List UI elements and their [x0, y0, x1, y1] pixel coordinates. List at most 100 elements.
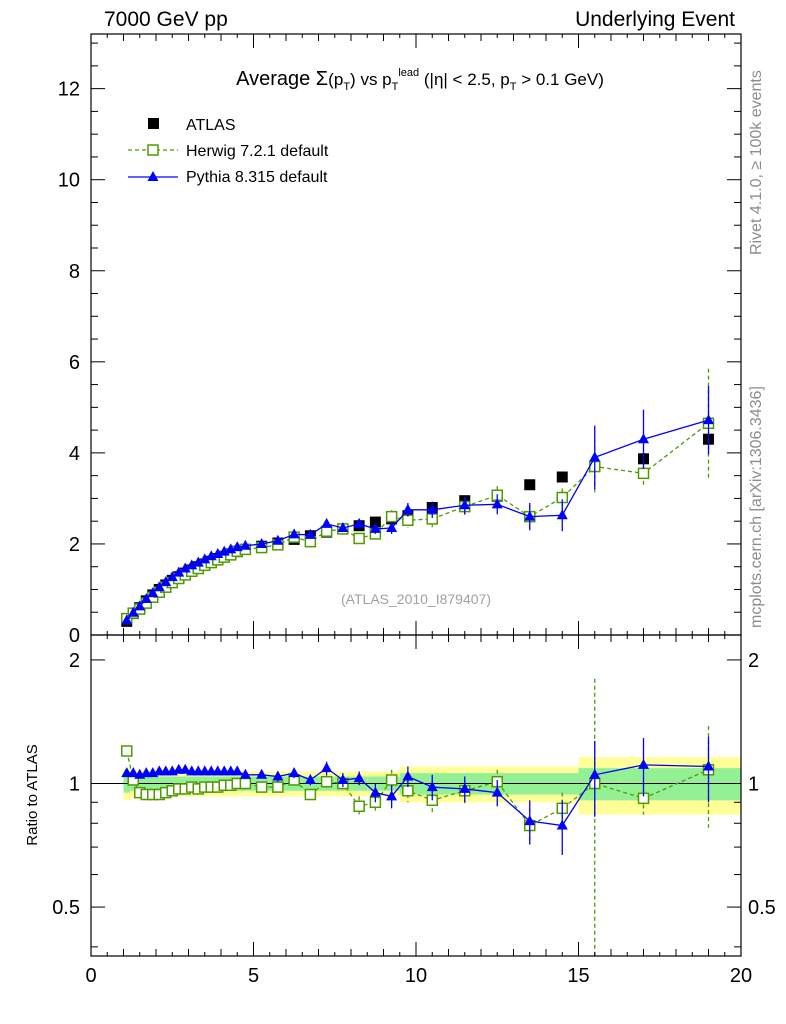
header-right: Underlying Event	[575, 8, 735, 31]
ratio-point-pythia	[426, 781, 438, 792]
main-point-herwig	[637, 467, 650, 480]
ratio-point-pythia	[524, 815, 536, 826]
main-point-pythia	[524, 510, 536, 521]
y-tick-label-main: 10	[58, 170, 80, 192]
ratio-point-pythia	[556, 819, 568, 830]
main-point-pythia	[121, 614, 133, 625]
ratio-point-pythia	[337, 773, 349, 784]
y-tick-label-main: 6	[69, 352, 80, 374]
ratio-point-pythia	[321, 762, 333, 773]
ratio-point-herwig	[239, 777, 252, 790]
main-point-pythia	[166, 571, 178, 582]
y-tick-label-ratio: 2	[69, 650, 80, 672]
ratio-point-pythia	[127, 767, 139, 778]
main-point-pythia	[491, 498, 503, 509]
plot-title: Average Σ(pT) vs pTlead (|η| < 2.5, pT >…	[236, 67, 604, 93]
legend: ATLAS Herwig 7.2.1 default Pythia 8.315 …	[128, 117, 329, 186]
main-point-pythia	[638, 433, 649, 444]
y-tick-label-ratio-right: 1	[748, 773, 759, 795]
header-left: 7000 GeV pp	[104, 8, 228, 31]
ratio-point-herwig	[304, 788, 317, 801]
main-point-pythia	[304, 528, 316, 539]
main-point-pythia	[703, 414, 714, 425]
main-point-pythia	[173, 566, 185, 577]
ratio-point-herwig	[353, 800, 365, 813]
main-point-pythia	[272, 534, 284, 545]
y-tick-label-ratio: 0.5	[52, 897, 80, 919]
ratio-point-pythia	[703, 760, 714, 771]
ratio-point-pythia	[459, 782, 471, 793]
main-point-pythia	[369, 522, 381, 533]
main-point-pythia	[192, 556, 204, 567]
main-point-pythia	[556, 509, 568, 520]
y-tick-label-ratio: 1	[69, 773, 80, 795]
ratio-point-herwig	[320, 775, 333, 788]
ratio-point-pythia	[402, 770, 414, 781]
x-tick-label: 20	[730, 965, 752, 987]
main-point-pythia	[199, 553, 211, 564]
main-point-pythia	[426, 503, 438, 514]
main-point-pythia	[153, 581, 165, 592]
y-tick-label-main: 0	[69, 625, 80, 647]
main-point-pythia	[231, 541, 243, 552]
main-point-pythia	[337, 522, 349, 533]
ratio-point-pythia	[589, 768, 601, 779]
ratio-point-herwig	[385, 774, 398, 786]
main-point-pythia	[386, 522, 398, 533]
main-panel	[121, 368, 715, 627]
y-tick-label-main: 12	[58, 79, 80, 101]
main-point-herwig	[385, 510, 398, 523]
ratio-point-herwig	[255, 781, 268, 793]
main-point-pythia	[589, 451, 601, 462]
main-point-pythia	[353, 517, 365, 528]
main-point-pythia	[321, 517, 333, 528]
analysis-label: (ATLAS_2010_I879407)	[341, 591, 491, 607]
ratio-point-pythia	[369, 786, 381, 797]
legend-label-pythia: Pythia 8.315 default	[186, 169, 328, 186]
ratio-point-pythia	[239, 768, 251, 779]
ratio-point-pythia	[256, 768, 268, 779]
y-tick-label-ratio-right: 0.5	[748, 897, 776, 919]
main-point-atlas	[524, 479, 536, 491]
main-point-atlas	[556, 471, 568, 483]
ratio-point-herwig	[121, 745, 133, 757]
x-tick-label: 0	[85, 965, 96, 987]
ratio-point-pythia	[288, 767, 300, 778]
y-tick-label-main: 8	[69, 261, 80, 283]
main-point-pythia	[127, 606, 139, 617]
ratio-point-pythia	[272, 770, 284, 781]
legend-label-atlas: ATLAS	[186, 117, 236, 134]
ratio-point-pythia	[231, 765, 243, 776]
ratio-point-pythia	[491, 786, 503, 797]
main-point-herwig	[402, 514, 414, 527]
ratio-point-pythia	[386, 790, 398, 801]
legend-marker-pythia	[147, 171, 159, 181]
ratio-point-herwig	[272, 781, 284, 793]
main-point-pythia	[402, 503, 414, 514]
main-point-pythia	[239, 539, 251, 550]
main-line-1	[126, 422, 709, 620]
x-tick-label: 10	[405, 965, 427, 987]
legend-marker-herwig	[147, 144, 159, 156]
y-tick-label-main: 4	[69, 443, 80, 465]
y-tick-label-ratio-right: 2	[748, 650, 759, 672]
main-point-pythia	[186, 559, 198, 570]
ratio-panel	[91, 678, 741, 956]
x-tick-label: 5	[248, 965, 259, 987]
ratio-axis-label: Ratio to ATLAS	[24, 744, 41, 845]
ratio-point-pythia	[638, 758, 649, 769]
main-point-pythia	[179, 562, 191, 573]
legend-marker-atlas	[148, 118, 159, 129]
y-tick-label-main: 2	[69, 534, 80, 556]
main-point-herwig	[353, 532, 365, 545]
main-point-pythia	[134, 600, 146, 611]
main-point-pythia	[288, 528, 300, 539]
main-point-atlas	[369, 516, 381, 528]
x-tick-label: 15	[567, 965, 589, 987]
ratio-point-pythia	[179, 763, 191, 774]
main-point-pythia	[147, 587, 159, 598]
main-point-pythia	[256, 537, 268, 548]
ratio-point-pythia	[304, 773, 316, 784]
legend-label-herwig: Herwig 7.2.1 default	[186, 143, 329, 160]
